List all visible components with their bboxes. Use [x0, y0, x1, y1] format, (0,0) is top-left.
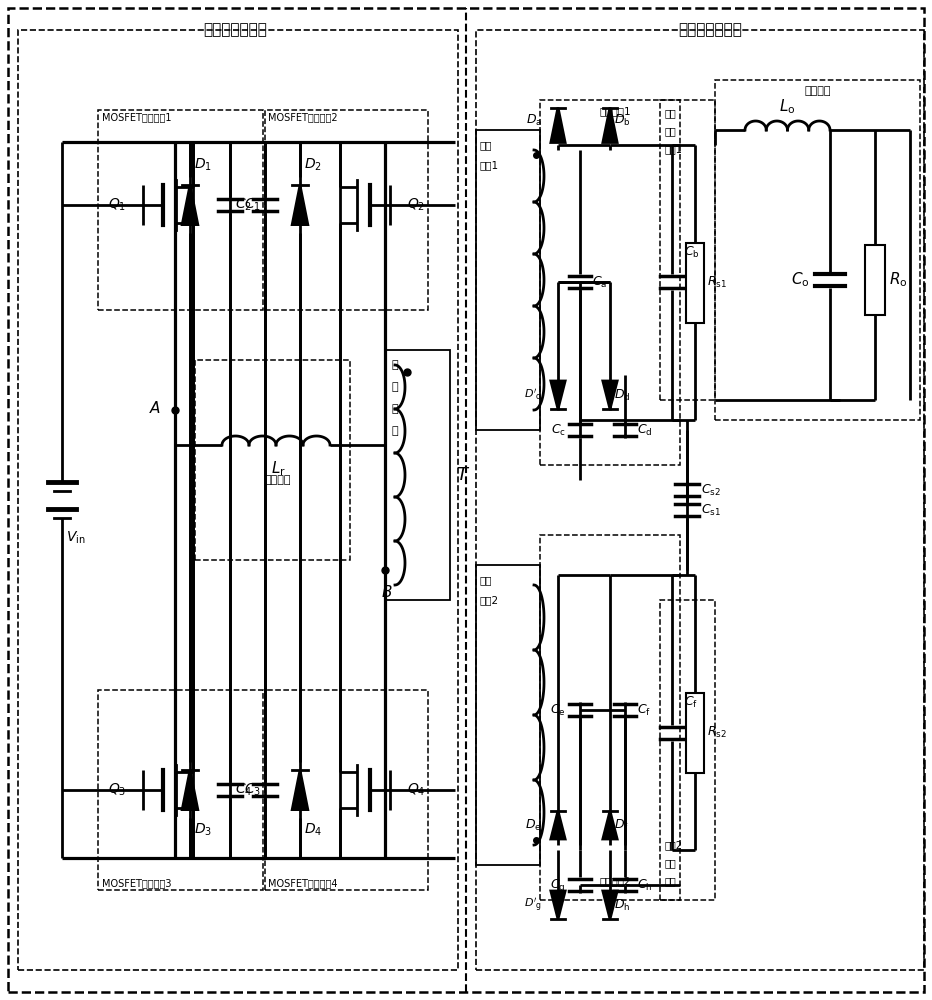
Polygon shape	[293, 770, 308, 810]
Text: $R_{\rm s1}$: $R_{\rm s1}$	[707, 275, 727, 290]
Text: $D_{\rm e}$: $D_{\rm e}$	[526, 817, 542, 833]
Bar	[476, 130, 540, 430]
Bar	[18, 30, 458, 970]
Text: $C_{\rm d}$: $C_{\rm d}$	[637, 422, 652, 438]
Text: 边: 边	[391, 382, 398, 392]
Text: $T$: $T$	[456, 466, 470, 484]
Text: $D_3$: $D_3$	[194, 822, 212, 838]
Polygon shape	[182, 185, 198, 225]
Text: $D_4$: $D_4$	[304, 822, 322, 838]
Text: 圈: 圈	[391, 426, 398, 436]
Text: 阻容: 阻容	[665, 108, 677, 118]
Text: 阻容: 阻容	[665, 876, 677, 886]
Text: MOSFET开关电路2: MOSFET开关电路2	[268, 112, 337, 122]
Polygon shape	[551, 107, 565, 142]
Bar	[540, 100, 680, 465]
Text: $D_{\rm b}$: $D_{\rm b}$	[614, 112, 631, 128]
Polygon shape	[603, 381, 617, 409]
Text: 副边: 副边	[480, 575, 492, 585]
Text: $R_{\rm s2}$: $R_{\rm s2}$	[707, 725, 727, 740]
Text: MOSFET开关电路1: MOSFET开关电路1	[102, 112, 171, 122]
Text: $Q_1$: $Q_1$	[108, 197, 126, 213]
Text: MOSFET开关电路4: MOSFET开关电路4	[268, 878, 337, 888]
Bar	[98, 110, 263, 310]
Bar	[476, 565, 540, 865]
Text: $C_{\rm f}$: $C_{\rm f}$	[684, 695, 698, 710]
Bar	[865, 245, 885, 315]
Bar	[686, 242, 704, 322]
Polygon shape	[182, 770, 198, 810]
Text: $D_{\rm a}$: $D_{\rm a}$	[526, 112, 542, 128]
Text: $C_{\rm b}$: $C_{\rm b}$	[684, 244, 700, 260]
Text: $Q_2$: $Q_2$	[407, 197, 425, 213]
Polygon shape	[293, 185, 308, 225]
Text: $L_{\rm o}$: $L_{\rm o}$	[779, 97, 795, 116]
Polygon shape	[551, 891, 565, 919]
Text: 原: 原	[391, 360, 398, 370]
Text: $D_2$: $D_2$	[304, 157, 322, 173]
Bar	[540, 535, 680, 900]
Bar	[195, 360, 350, 560]
Text: $D_1$: $D_1$	[194, 157, 212, 173]
Text: 线圈1: 线圈1	[480, 160, 500, 170]
Polygon shape	[551, 381, 565, 409]
Text: $R_{\rm o}$: $R_{\rm o}$	[889, 271, 908, 289]
Text: 谐振电感: 谐振电感	[265, 475, 291, 485]
Text: 整流电路1: 整流电路1	[599, 106, 631, 116]
Text: $C_{\rm e}$: $C_{\rm e}$	[550, 702, 566, 718]
Text: 变压器原边电路: 变压器原边电路	[203, 22, 267, 37]
Text: $Q_4$: $Q_4$	[407, 782, 426, 798]
Text: 线圈2: 线圈2	[480, 595, 500, 605]
Text: $C_{\rm s1}$: $C_{\rm s1}$	[701, 502, 721, 518]
Text: $D_{\rm f}$: $D_{\rm f}$	[614, 817, 629, 833]
Bar	[385, 350, 450, 600]
Text: $C_{\rm g}$: $C_{\rm g}$	[551, 876, 566, 894]
Text: $C_{\rm o}$: $C_{\rm o}$	[791, 271, 810, 289]
Text: $D_{\rm h}$: $D_{\rm h}$	[614, 897, 630, 913]
Bar	[715, 80, 920, 420]
Text: $L_{\rm r}$: $L_{\rm r}$	[270, 459, 285, 478]
Text: $C_4$: $C_4$	[235, 782, 253, 798]
Text: 吸收: 吸收	[665, 858, 677, 868]
Text: $C_{\rm h}$: $C_{\rm h}$	[637, 877, 652, 893]
Text: $C_{\rm a}$: $C_{\rm a}$	[592, 274, 608, 290]
Bar	[660, 600, 715, 900]
Text: $D'_{\rm g}$: $D'_{\rm g}$	[524, 896, 542, 914]
Text: 副边: 副边	[480, 140, 492, 150]
Text: $C_{\rm s2}$: $C_{\rm s2}$	[701, 482, 720, 498]
Bar	[265, 110, 428, 310]
Text: 滤波电路: 滤波电路	[804, 86, 830, 96]
Text: MOSFET开关电路3: MOSFET开关电路3	[102, 878, 171, 888]
Text: $V_{\rm in}$: $V_{\rm in}$	[66, 530, 86, 546]
Polygon shape	[551, 811, 565, 839]
Bar	[98, 690, 263, 890]
Bar	[686, 692, 704, 772]
Text: 电路2: 电路2	[665, 840, 683, 850]
Text: $A$: $A$	[149, 400, 161, 416]
Bar	[265, 690, 428, 890]
Text: 吸收: 吸收	[665, 126, 677, 136]
Bar	[476, 30, 924, 970]
Polygon shape	[603, 811, 617, 839]
Text: $C_3$: $C_3$	[244, 782, 261, 798]
Text: $C_2$: $C_2$	[235, 197, 252, 213]
Text: 线: 线	[391, 404, 398, 414]
Polygon shape	[603, 107, 617, 142]
Text: 电路1: 电路1	[665, 144, 683, 154]
Text: $C_1$: $C_1$	[244, 197, 261, 213]
Text: 变压器副边电路: 变压器副边电路	[678, 22, 742, 37]
Bar	[660, 100, 715, 400]
Text: $C_{\rm f}$: $C_{\rm f}$	[637, 702, 651, 718]
Text: $B$: $B$	[381, 584, 392, 600]
Text: 整流电路2: 整流电路2	[599, 876, 631, 886]
Text: $C_{\rm c}$: $C_{\rm c}$	[551, 422, 566, 438]
Text: $Q_3$: $Q_3$	[108, 782, 126, 798]
Text: $D'_{\rm c}$: $D'_{\rm c}$	[525, 388, 542, 402]
Text: $D_{\rm d}$: $D_{\rm d}$	[614, 387, 630, 403]
Polygon shape	[603, 891, 617, 919]
